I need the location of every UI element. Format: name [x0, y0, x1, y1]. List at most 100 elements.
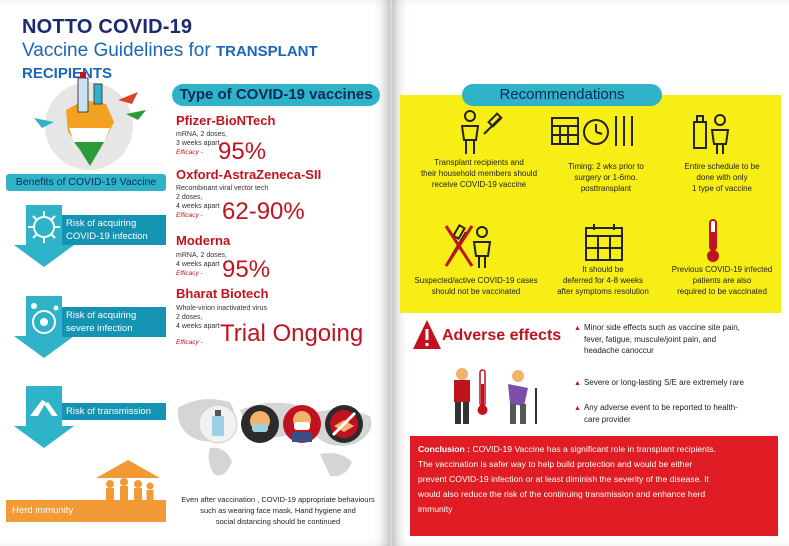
adverse-effects-title: Adverse effects: [442, 327, 562, 344]
caption-line: Even after vaccination , COVID-19 approp…: [181, 495, 375, 504]
recommendation-text: Suspected/active COVID-19 cases should n…: [406, 275, 546, 297]
recommendation-line: Entire schedule to be: [684, 162, 760, 171]
herd-people-icon: [96, 460, 160, 502]
title-line2-caps: TRANSPLANT RECIPIENTS: [22, 43, 318, 82]
recommendations-title: Recommendations: [462, 84, 662, 106]
bullet-line: fever, fatigue, muscule/joint pain, and: [584, 335, 717, 344]
vaccine-desc-line: 2 doses,: [176, 194, 203, 201]
recommendation-line: It should be: [582, 265, 624, 274]
vaccine-vial-icon: [690, 108, 734, 156]
efficacy-label: Efficacy -: [176, 149, 203, 156]
warning-icon: [412, 318, 442, 352]
recommendation-line: after symptoms resolution: [557, 287, 649, 296]
vaccine-name: Moderna: [176, 233, 231, 248]
vaccine-desc: mRNA, 2 doses, 3 weeks apart: [176, 130, 227, 148]
bullet-line: Any adverse event to be reported to heal…: [583, 403, 738, 412]
conclusion-line: prevent COVID-19 infection or at least d…: [418, 474, 709, 484]
conclusion-line: COVID-19 Vaccine has a significant role …: [472, 444, 716, 454]
left-page: NOTTO COVID-19 Vaccine Guidelines for TR…: [0, 0, 390, 546]
no-handshake-icon: [324, 404, 364, 444]
recommendation-line: posttransplant: [580, 184, 632, 193]
title-line1: NOTTO COVID-19: [22, 16, 193, 38]
efficacy-label: Efficacy -: [176, 339, 203, 346]
bullet-line: care provider: [584, 415, 631, 424]
recommendation-line: Suspected/active COVID-19 cases: [414, 276, 538, 285]
recommendation-line: Previous COVID-19 infected: [671, 265, 773, 274]
benefits-title: Benefits of COVID-19 Vaccine: [6, 174, 166, 191]
adverse-bullet: ▲ Minor side effects such as vaccine site…: [574, 322, 779, 356]
vaccine-desc: Recombinant viral vector tech 2 doses, 4…: [176, 184, 268, 211]
behaviour-caption: Even after vaccination , COVID-19 approp…: [178, 494, 378, 527]
hand-sanitizer-icon: [198, 404, 238, 444]
person-syringe-icon: [454, 108, 504, 156]
vaccine-name: Bharat Biotech: [176, 286, 269, 301]
sick-person-illustration: [446, 366, 550, 426]
calendar-timer-icon: [550, 110, 636, 156]
risk-box: Risk of transmission: [62, 403, 166, 420]
vaccine-desc: mRNA, 2 doses, 4 weeks apart: [176, 251, 227, 269]
caption-line: social distancing should be continued: [215, 517, 341, 526]
conclusion-line: would also reduce the risk of the contin…: [418, 489, 706, 499]
risk-line: Risk of acquiring: [66, 218, 137, 229]
face-mask-icon: [240, 404, 280, 444]
hands-icon: [14, 386, 74, 448]
adverse-bullet: ▲ Severe or long-lasting S/E are extremel…: [574, 377, 779, 389]
caption-line: such as wearing face mask, Hand hygiene …: [200, 506, 356, 515]
recommendation-line: receive COVID-19 vaccine: [431, 180, 527, 189]
bullet-line: Minor side effects such as vaccine site …: [583, 323, 740, 332]
recommendation-line: done with only: [696, 173, 748, 182]
no-vaccine-sick-icon: [444, 222, 500, 270]
title-line2: Vaccine Guidelines for TRANSPLANT RECIPI…: [22, 40, 390, 84]
herd-immunity-label: Herd immunity: [6, 500, 166, 522]
vaccine-desc-line: 2 doses,: [176, 314, 203, 321]
recommendation-line: patients are also: [692, 276, 752, 285]
recommendation-line: 1 type of vaccine: [691, 184, 753, 193]
risk-box: Risk of acquiring severe infection: [62, 307, 166, 337]
efficacy-value: 95%: [222, 256, 271, 283]
risk-line: severe infection: [66, 323, 133, 334]
risk-line: Risk of transmission: [66, 406, 151, 417]
recommendation-text: Timing: 2 wks prior to surgery or 1-6mo.…: [548, 161, 664, 194]
vaccine-desc-line: 4 weeks apart: [176, 323, 220, 330]
vaccine-desc-line: 4 weeks apart: [176, 261, 220, 268]
risk-line: COVID-19 infection: [66, 231, 148, 242]
recommendation-line: Timing: 2 wks prior to: [568, 162, 644, 171]
vaccine-desc-line: Recombinant viral vector tech: [176, 185, 269, 192]
virus-icon: [14, 205, 74, 267]
recommendation-line: Transplant recipients and: [434, 158, 524, 167]
vaccines-title: Type of COVID-19 vaccines: [172, 84, 380, 106]
thermometer-icon: [700, 218, 726, 264]
efficacy-value: 95%: [218, 138, 267, 165]
vaccine-desc-line: mRNA, 2 doses,: [176, 252, 227, 259]
recommendation-line: should not be vaccinated: [431, 287, 521, 296]
vaccine-name: Pfizer-BioNTech: [176, 113, 276, 128]
efficacy-label: Efficacy -: [176, 270, 203, 277]
title-line2-prefix: Vaccine Guidelines for: [22, 40, 216, 61]
bullet-line: headache canoccur: [584, 346, 654, 355]
vaccine-desc-line: 3 weeks apart: [176, 140, 220, 147]
vaccine-desc-line: 4 weeks apart: [176, 203, 220, 210]
risk-line: Risk of acquiring: [66, 310, 137, 321]
bullet-triangle-icon: ▲: [574, 405, 581, 412]
recommendation-text: Entire schedule to be done with only 1 t…: [668, 161, 776, 194]
efficacy-label: Efficacy -: [176, 212, 203, 219]
recommendation-line: surgery or 1-6mo.: [574, 173, 638, 182]
conclusion-box: Conclusion : COVID-19 Vaccine has a sign…: [410, 436, 778, 536]
vaccine-desc: Whole-virion inactivated virus 2 doses, …: [176, 304, 267, 331]
adverse-bullet: ▲ Any adverse event to be reported to hea…: [574, 402, 779, 425]
conclusion-line: The vaccination is safer way to help bui…: [418, 459, 693, 469]
bullet-triangle-icon: ▲: [574, 325, 581, 332]
recommendation-line: their household members should: [420, 169, 538, 178]
risk-box: Risk of acquiring COVID-19 infection: [62, 215, 166, 245]
bullet-line: Severe or long-lasting S/E are extremely…: [583, 378, 745, 387]
virus-icon: [14, 296, 74, 358]
bullet-triangle-icon: ▲: [574, 380, 581, 387]
calendar-icon: [584, 222, 624, 262]
vaccine-desc-line: mRNA, 2 doses,: [176, 131, 227, 138]
recommendation-line: deferred for 4-8 weeks: [562, 276, 644, 285]
efficacy-value: Trial Ongoing: [220, 320, 364, 347]
recommendation-text: Previous COVID-19 infected patients are …: [664, 264, 780, 297]
recommendation-text: It should be deferred for 4-8 weeks afte…: [542, 264, 664, 297]
recommendation-text: Transplant recipients and their househol…: [414, 157, 544, 190]
